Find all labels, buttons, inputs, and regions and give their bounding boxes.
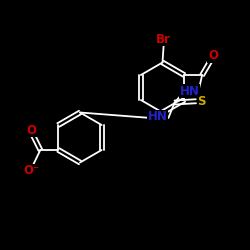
Text: O: O xyxy=(26,124,36,136)
Text: Br: Br xyxy=(156,33,171,46)
Text: HN: HN xyxy=(180,85,200,98)
Text: S: S xyxy=(197,95,206,108)
Text: O: O xyxy=(208,49,218,62)
Text: HN: HN xyxy=(148,110,168,123)
Text: O⁻: O⁻ xyxy=(24,164,40,177)
